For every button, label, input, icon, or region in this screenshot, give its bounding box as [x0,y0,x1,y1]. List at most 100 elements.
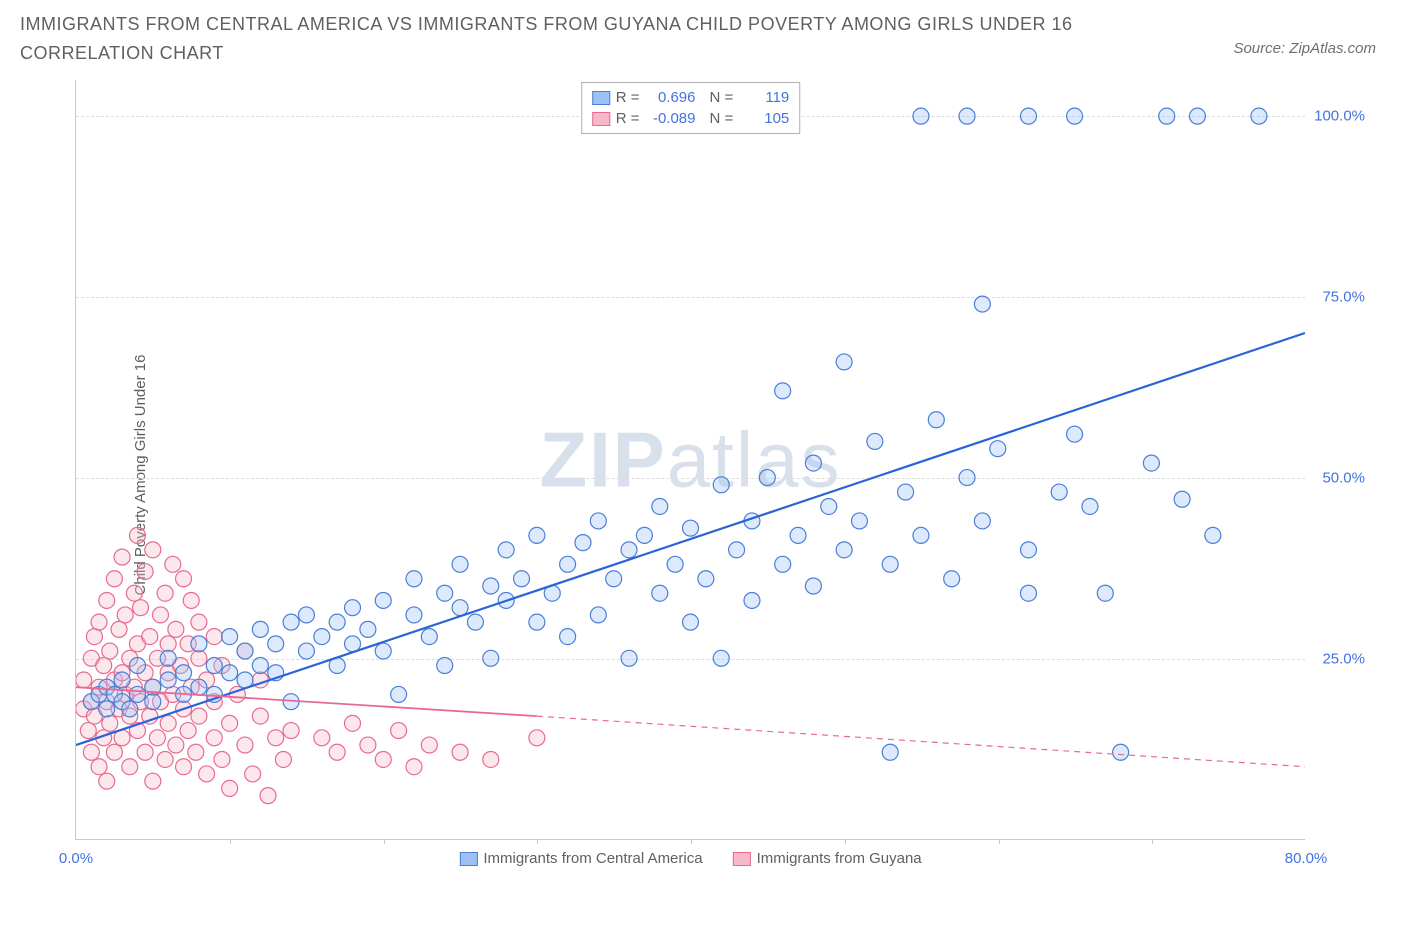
scatter-point [160,672,176,688]
x-tick-mark [230,839,231,844]
scatter-point [452,744,468,760]
scatter-point [1205,527,1221,543]
scatter-point [114,672,130,688]
scatter-point [836,542,852,558]
scatter-point [867,433,883,449]
scatter-point [974,296,990,312]
scatter-point [575,535,591,551]
correlation-stats-box: R =0.696N =119R =-0.089N =105 [581,82,801,134]
scatter-point [498,542,514,558]
scatter-point [283,723,299,739]
scatter-point [157,585,173,601]
stats-row: R =0.696N =119 [592,87,790,108]
chart-area: Child Poverty Among Girls Under 16 ZIPat… [55,80,1365,870]
scatter-point [1113,744,1129,760]
scatter-point [102,715,118,731]
scatter-point [122,759,138,775]
scatter-point [590,513,606,529]
scatter-point [406,607,422,623]
scatter-svg [76,80,1305,839]
scatter-point [790,527,806,543]
scatter-point [1051,484,1067,500]
scatter-point [206,629,222,645]
scatter-point [275,751,291,767]
scatter-point [467,614,483,630]
x-tick-label: 0.0% [59,850,93,867]
scatter-point [805,455,821,471]
scatter-point [1159,108,1175,124]
scatter-point [928,412,944,428]
scatter-point [1189,108,1205,124]
y-tick-label: 100.0% [1314,108,1365,125]
scatter-point [80,723,96,739]
scatter-point [188,744,204,760]
legend-swatch-icon [459,852,477,866]
scatter-point [191,614,207,630]
scatter-point [421,737,437,753]
scatter-point [944,571,960,587]
scatter-point [729,542,745,558]
scatter-point [168,737,184,753]
scatter-point [191,708,207,724]
scatter-point [375,592,391,608]
regression-line [76,333,1305,745]
scatter-point [129,686,145,702]
scatter-point [183,592,199,608]
scatter-point [913,108,929,124]
scatter-point [222,665,238,681]
scatter-point [452,556,468,572]
x-tick-mark [691,839,692,844]
plot-region: ZIPatlas R =0.696N =119R =-0.089N =105 I… [75,80,1305,840]
regression-line [537,716,1305,767]
scatter-point [529,730,545,746]
scatter-point [437,658,453,674]
stats-row: R =-0.089N =105 [592,108,790,129]
scatter-point [437,585,453,601]
scatter-point [683,614,699,630]
stat-r-label: R = [616,87,640,108]
scatter-point [406,571,422,587]
scatter-point [237,737,253,753]
scatter-point [913,527,929,543]
scatter-point [191,679,207,695]
scatter-point [406,759,422,775]
scatter-point [345,600,361,616]
scatter-point [160,715,176,731]
scatter-point [298,643,314,659]
x-tick-mark [1152,839,1153,844]
scatter-point [145,542,161,558]
scatter-point [882,556,898,572]
scatter-point [222,780,238,796]
scatter-point [821,498,837,514]
scatter-point [1174,491,1190,507]
scatter-point [99,701,115,717]
scatter-point [314,629,330,645]
scatter-point [421,629,437,645]
scatter-point [329,614,345,630]
scatter-point [898,484,914,500]
scatter-point [360,737,376,753]
scatter-point [237,643,253,659]
scatter-point [106,571,122,587]
scatter-point [1082,498,1098,514]
scatter-point [621,542,637,558]
scatter-point [483,751,499,767]
scatter-point [168,621,184,637]
scatter-point [111,621,127,637]
scatter-point [759,470,775,486]
scatter-point [91,759,107,775]
scatter-point [99,773,115,789]
scatter-point [157,751,173,767]
x-tick-mark [537,839,538,844]
scatter-point [713,477,729,493]
scatter-point [1020,108,1036,124]
scatter-point [882,744,898,760]
scatter-point [959,470,975,486]
scatter-point [1097,585,1113,601]
legend-label: Immigrants from Guyana [757,850,922,867]
scatter-point [1067,426,1083,442]
scatter-point [1143,455,1159,471]
x-tick-mark [845,839,846,844]
scatter-point [836,354,852,370]
scatter-point [636,527,652,543]
